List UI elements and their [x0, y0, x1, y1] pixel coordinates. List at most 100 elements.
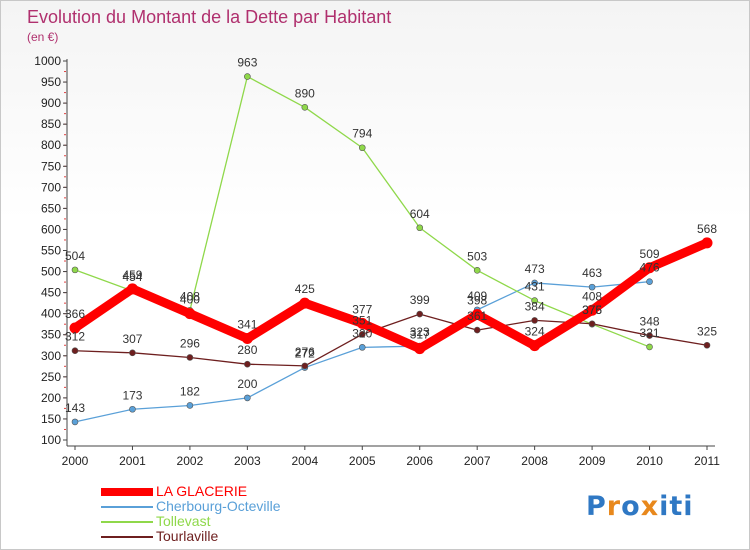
- data-point: [703, 341, 711, 349]
- data-point: [184, 308, 196, 320]
- x-tick-label: 2008: [521, 454, 548, 468]
- data-label: 307: [122, 332, 142, 346]
- data-label: 321: [640, 326, 660, 340]
- x-tick-label: 2009: [579, 454, 606, 468]
- legend-swatch: [101, 521, 153, 523]
- data-label: 173: [122, 388, 142, 402]
- data-label: 409: [467, 289, 487, 303]
- data-point: [531, 317, 538, 324]
- data-label: 473: [525, 262, 545, 276]
- data-label: 568: [697, 222, 717, 236]
- data-point: [416, 224, 424, 232]
- data-label: 296: [180, 336, 200, 350]
- data-point: [129, 405, 136, 413]
- data-label: 794: [352, 127, 372, 141]
- data-label: 384: [525, 299, 545, 313]
- data-point: [701, 237, 713, 249]
- data-point: [126, 283, 138, 295]
- logo-letter: i: [683, 491, 694, 522]
- data-point: [358, 344, 366, 351]
- data-point: [186, 402, 194, 409]
- y-tick-label: 800: [41, 138, 61, 152]
- data-point: [69, 322, 81, 334]
- logo-letter: r: [606, 491, 622, 522]
- y-tick-label: 1000: [34, 54, 61, 68]
- data-point: [588, 283, 596, 291]
- data-point: [71, 266, 79, 274]
- data-label: 182: [180, 384, 200, 398]
- data-label: 361: [467, 309, 487, 323]
- data-point: [186, 354, 194, 361]
- data-label: 459: [122, 268, 142, 282]
- y-tick-label: 350: [41, 328, 61, 342]
- data-point: [301, 362, 309, 370]
- data-point: [356, 317, 368, 329]
- data-label: 323: [410, 325, 430, 339]
- data-label: 375: [582, 303, 602, 317]
- data-point: [588, 320, 596, 328]
- y-tick-label: 100: [41, 433, 61, 447]
- data-label: 400: [180, 293, 200, 307]
- legend-label: Tollevast: [156, 513, 211, 529]
- data-label: 399: [410, 293, 430, 307]
- data-label: 425: [295, 282, 315, 296]
- data-label: 317: [410, 328, 430, 342]
- logo-letter: o: [621, 491, 641, 522]
- data-point: [473, 326, 481, 334]
- data-point: [471, 309, 483, 321]
- data-point: [299, 297, 311, 309]
- data-label: 454: [122, 270, 142, 284]
- x-tick-label: 2002: [177, 454, 204, 468]
- y-tick-label: 200: [41, 391, 61, 405]
- legend-label: Cherbourg-Octeville: [156, 498, 281, 514]
- x-tick-label: 2000: [62, 454, 89, 468]
- data-label: 408: [180, 289, 200, 303]
- x-tick-label: 2007: [464, 454, 491, 468]
- data-label: 377: [352, 302, 372, 316]
- data-label: 280: [237, 343, 257, 357]
- data-point: [646, 343, 653, 351]
- logo-letter: t: [669, 491, 684, 522]
- data-point: [71, 347, 79, 355]
- data-label: 348: [640, 315, 660, 329]
- legend-label: Tourlaville: [156, 528, 219, 544]
- data-label: 476: [640, 261, 660, 275]
- x-tick-label: 2004: [291, 454, 318, 468]
- data-label: 272: [295, 347, 315, 361]
- x-tick-label: 2006: [406, 454, 433, 468]
- y-tick-label: 650: [41, 201, 61, 215]
- series-line: [74, 313, 708, 367]
- y-tick-label: 750: [41, 159, 61, 173]
- data-label: 143: [65, 401, 85, 415]
- legend-swatch: [101, 536, 153, 538]
- chart-title: Evolution du Montant de la Dette par Hab…: [27, 7, 392, 27]
- proxiti-logo: Proxiti: [586, 491, 694, 522]
- legend-swatch: [101, 506, 153, 508]
- x-tick-label: 2011: [694, 454, 720, 468]
- data-label: 325: [697, 324, 717, 338]
- data-point: [129, 349, 136, 357]
- series-line: [70, 238, 712, 354]
- y-tick-label: 250: [41, 370, 61, 384]
- data-label: 504: [65, 249, 85, 263]
- x-tick-label: 2001: [119, 454, 146, 468]
- logo-letter: i: [659, 491, 670, 522]
- y-tick-label: 600: [41, 222, 61, 236]
- x-tick-label: 2005: [349, 454, 376, 468]
- data-label: 341: [237, 318, 257, 332]
- logo-letter: x: [640, 491, 660, 522]
- legend-label: LA GLACERIE: [156, 483, 248, 499]
- data-point: [241, 333, 253, 345]
- data-point: [301, 104, 309, 111]
- chart-subtitle: (en €): [27, 30, 59, 44]
- legend-swatch: [101, 488, 153, 496]
- data-point: [71, 418, 79, 426]
- data-point: [244, 394, 251, 402]
- y-tick-label: 400: [41, 307, 61, 321]
- data-point: [244, 360, 251, 368]
- data-point: [646, 278, 653, 285]
- y-tick-label: 500: [41, 265, 61, 279]
- data-label: 276: [295, 345, 315, 359]
